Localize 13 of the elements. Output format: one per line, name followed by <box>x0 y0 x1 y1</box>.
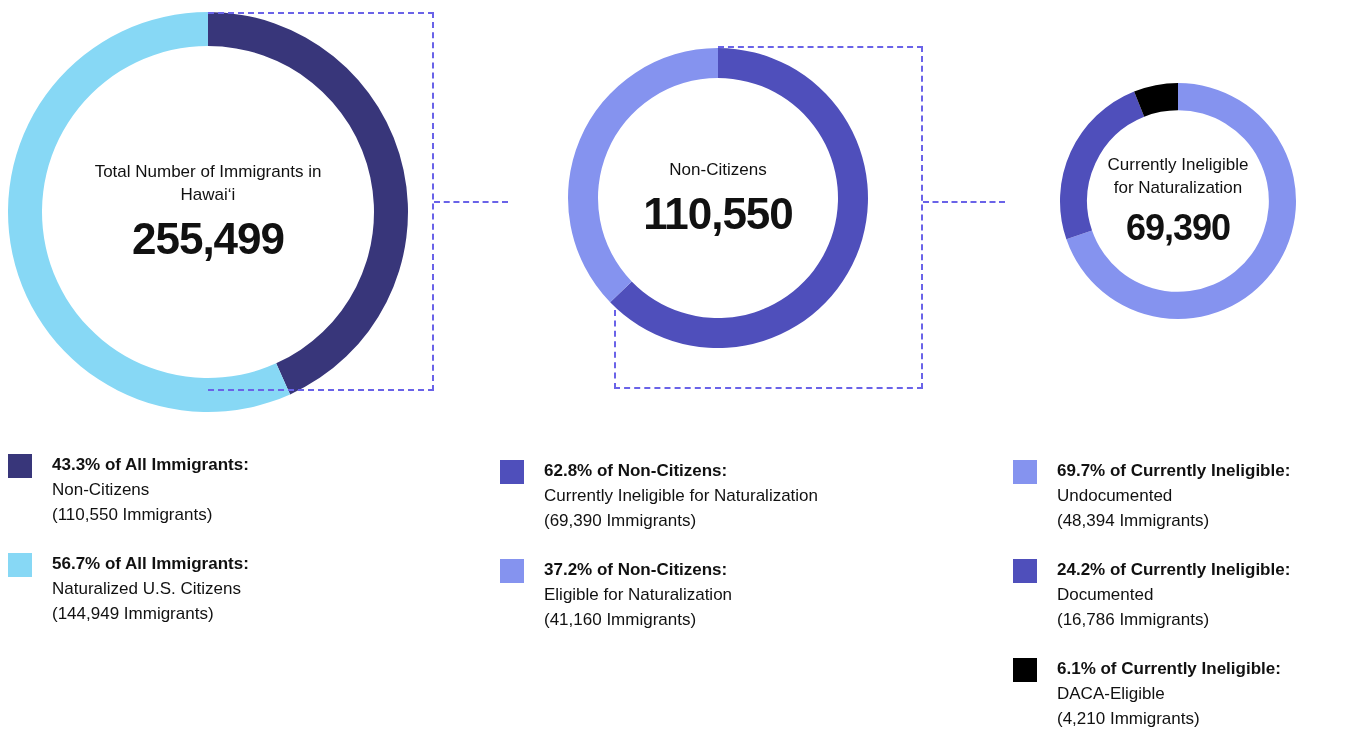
text: 110,550 <box>643 188 793 239</box>
legend-label: 43.3% of All Immigrants: Non-Citizens (110,550 Immigrants) <box>52 454 249 524</box>
text: 255,499 <box>131 214 285 264</box>
text: Non-Citizens <box>669 158 767 181</box>
legend-label: 62.8% of Non-Citizens: Currently Ineligible for Naturalization (69,390 Immigrants) <box>544 460 819 530</box>
legend-label: 6.1% of Currently Ineligible: DACA-Eligible (4,210 Immigrants) <box>1057 658 1281 728</box>
legend-label: 69.7% of Currently Ineligible: Undocumented (48,394 Immigrants) <box>1057 460 1291 530</box>
legend-label: 24.2% of Currently Ineligible: Documented (16,786 Immigrants) <box>1057 559 1291 629</box>
legend-label: 56.7% of All Immigrants: Naturalized U.S. Citizens (144,949 Immigrants) <box>52 553 249 623</box>
text: Currently Ineligible for Naturalization <box>1106 154 1250 199</box>
text: 69,390 <box>1125 207 1231 249</box>
text: Total Number of Immigrants in Hawaiʻi <box>93 161 323 206</box>
legend-label: 37.2% of Non-Citizens: Eligible for Naturalization (41,160 Immigrants) <box>544 559 733 629</box>
